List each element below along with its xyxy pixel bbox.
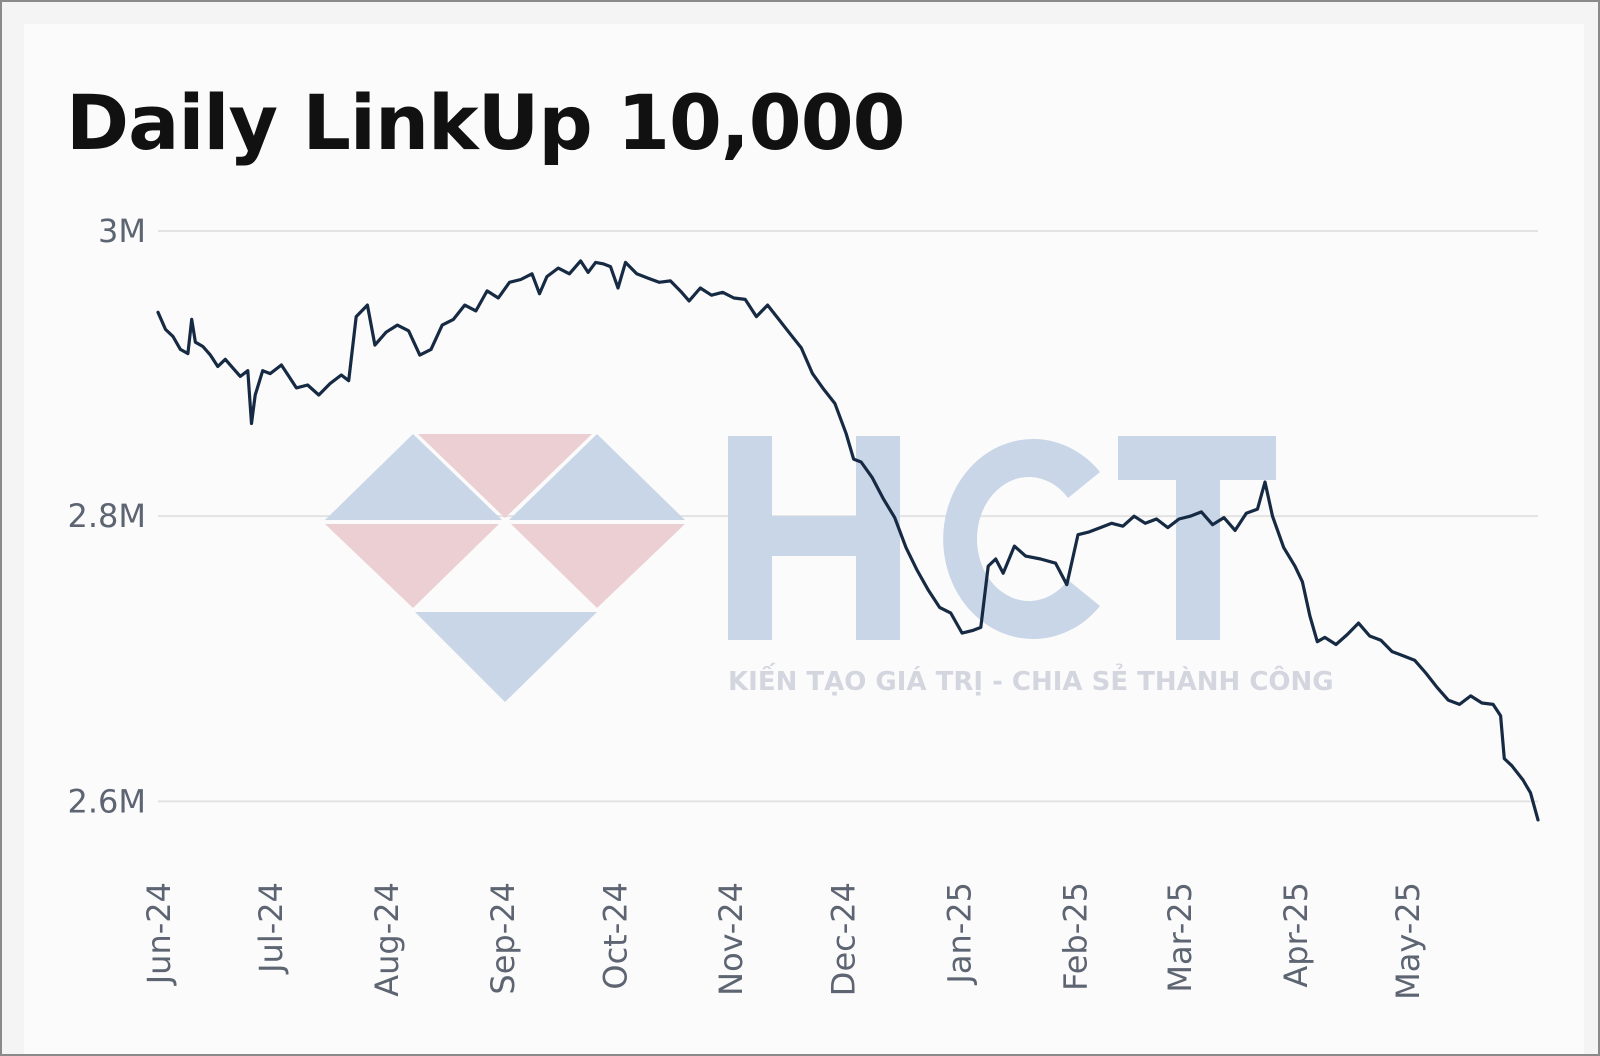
x-tick-label: Jun-24 <box>140 882 178 986</box>
x-tick-label: Jan-25 <box>940 882 978 986</box>
x-tick-label: Nov-24 <box>712 882 750 996</box>
watermark-tagline: KIẾN TẠO GIÁ TRỊ - CHIA SẺ THÀNH CÔNG <box>728 662 1334 697</box>
logo-triangle <box>325 434 502 520</box>
y-tick-label: 2.8M <box>68 497 147 535</box>
x-tick-label: Feb-25 <box>1056 882 1094 991</box>
y-tick-label: 2.6M <box>68 782 147 820</box>
y-axis-labels: 3M 2.8M 2.6M <box>68 212 147 820</box>
logo-triangle <box>511 524 685 608</box>
logo-triangle <box>509 434 685 520</box>
chart-title: Daily LinkUp 10,000 <box>66 78 905 167</box>
logo-triangle <box>415 612 597 702</box>
x-tick-label: Dec-24 <box>824 882 862 996</box>
x-tick-label: May-25 <box>1389 882 1427 1000</box>
logo-triangle <box>418 434 592 518</box>
logo-letters <box>728 436 1276 640</box>
x-tick-label: Apr-25 <box>1277 882 1315 988</box>
series-line <box>156 259 1540 822</box>
x-tick-label: Oct-24 <box>596 882 634 990</box>
x-tick-label: Aug-24 <box>368 882 406 997</box>
hct-watermark: KIẾN TẠO GIÁ TRỊ - CHIA SẺ THÀNH CÔNG <box>325 434 1334 702</box>
logo-triangle <box>325 524 499 608</box>
x-tick-label: Mar-25 <box>1161 882 1199 993</box>
x-axis-labels: Jun-24 Jul-24 Aug-24 Sep-24 Oct-24 Nov-24 Dec-… <box>140 882 1427 1000</box>
x-tick-label: Jul-24 <box>252 882 290 975</box>
x-tick-label: Sep-24 <box>484 882 522 995</box>
y-tick-label: 3M <box>98 212 146 250</box>
